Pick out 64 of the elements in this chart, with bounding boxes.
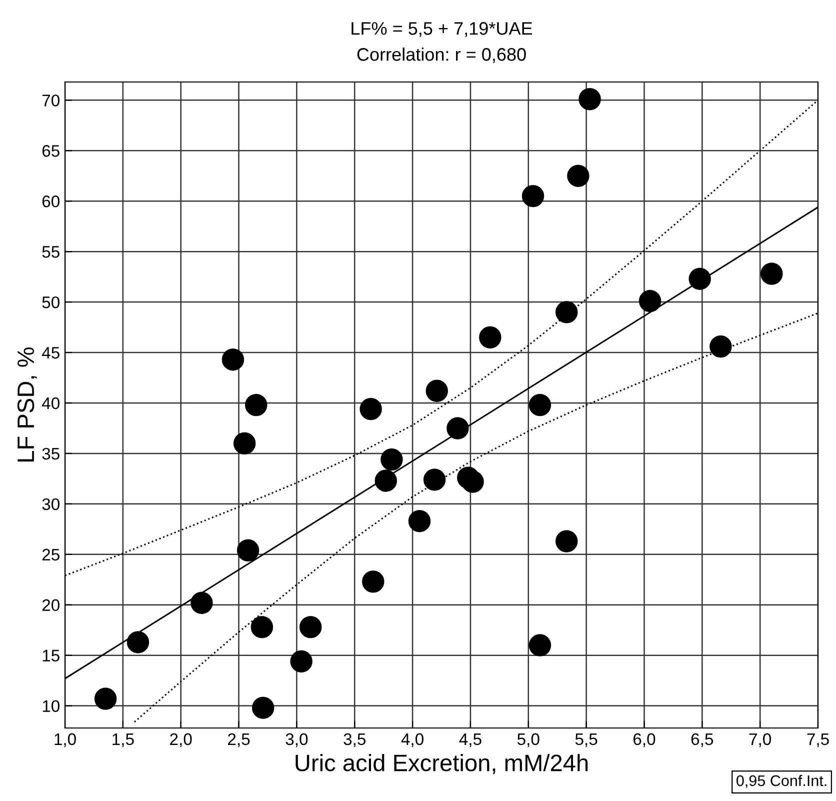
point (638, 290, 662, 312)
x-tick-label: 7,5 (807, 733, 829, 748)
y-axis-title: LF PSD, % (17, 347, 37, 462)
y-tick-label: 10 (42, 700, 60, 712)
x-axis-title: Uric acid Excretion, mM/24h (296, 754, 588, 774)
point (528, 394, 552, 416)
point (556, 301, 578, 324)
y-tick-label: 45 (42, 347, 60, 359)
point (567, 164, 590, 187)
text: 0,95 Conf.Int. (736, 774, 826, 788)
y-tick-label: 65 (42, 145, 60, 157)
x-tick-label: 3,5 (344, 733, 366, 748)
chart-subtitle: Correlation: r = 0,680 (357, 48, 526, 63)
y-tick-label: 55 (42, 246, 60, 258)
y-tick-label: 70 (42, 94, 60, 106)
point (710, 335, 732, 358)
point (290, 650, 312, 672)
x-tick-label: 4,5 (459, 733, 482, 748)
x-tick-label: 3,0 (286, 733, 308, 748)
x-tick-label: 5,5 (575, 733, 598, 748)
point (299, 616, 322, 638)
point (94, 688, 117, 710)
point (408, 510, 431, 532)
point (446, 417, 469, 440)
point (250, 616, 274, 638)
x-tick-label: 4,0 (401, 733, 424, 748)
point (423, 468, 446, 491)
point (426, 380, 448, 402)
point (479, 326, 502, 348)
point (362, 570, 384, 593)
y-tick-label: 50 (42, 296, 60, 308)
point (462, 470, 484, 493)
y-tick-label: 60 (42, 196, 60, 208)
point (233, 432, 256, 454)
y-tick-label: 25 (42, 548, 60, 561)
point (222, 348, 244, 371)
x-tick-label: 2,0 (170, 733, 192, 748)
x-tick-label: 6,0 (633, 733, 656, 748)
point (190, 592, 213, 614)
x-tick-label: 1,5 (112, 733, 134, 748)
x-tick-label: 5,0 (517, 733, 540, 748)
y-tick-label: 35 (42, 448, 60, 460)
y-tick-label: 40 (42, 397, 60, 410)
point (252, 696, 274, 719)
chart-title: LF% = 5,5 + 7,19*UAE (352, 22, 532, 37)
point (578, 88, 601, 110)
point (522, 184, 544, 208)
point (760, 262, 783, 285)
x-tick-label: 2,5 (228, 733, 250, 748)
point (126, 631, 150, 654)
y-tick-label: 30 (42, 498, 60, 510)
x-tick-label: 1,0 (54, 733, 76, 748)
y-tick-label: 15 (42, 650, 60, 662)
point (380, 448, 403, 471)
x-tick-label: 6,5 (691, 733, 714, 748)
point (360, 398, 382, 420)
point (528, 634, 552, 656)
point (374, 470, 398, 492)
point (556, 530, 578, 552)
point (245, 394, 268, 416)
point (236, 539, 260, 562)
point (688, 268, 711, 290)
x-tick-label: 7,0 (749, 733, 772, 748)
y-tick-label: 20 (42, 599, 60, 612)
